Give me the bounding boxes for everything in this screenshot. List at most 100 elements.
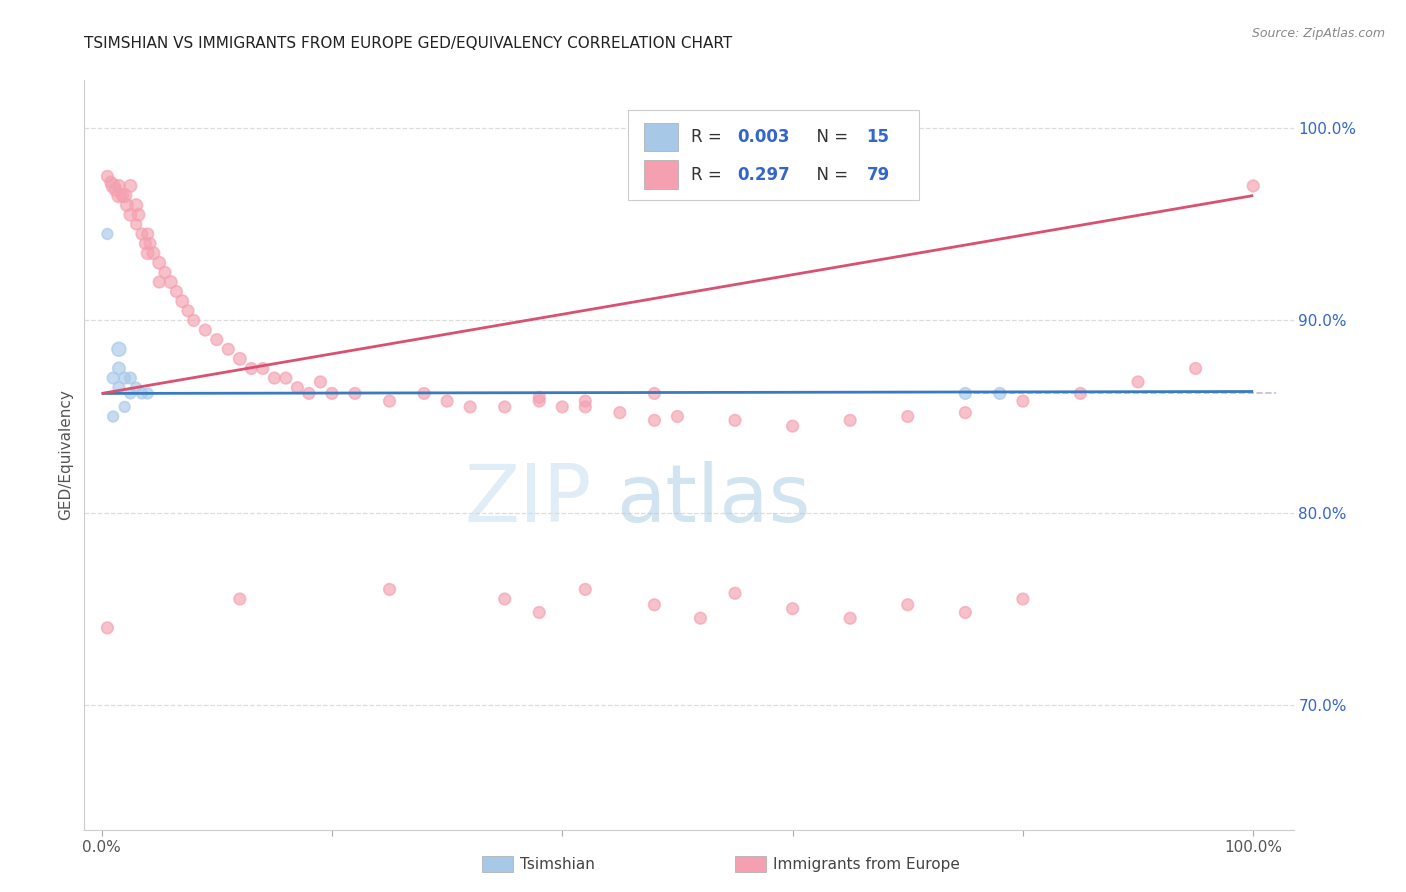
Point <box>309 375 332 389</box>
FancyBboxPatch shape <box>628 111 918 200</box>
Text: N =: N = <box>806 166 853 184</box>
Point <box>574 394 596 409</box>
Point <box>111 188 134 202</box>
Text: TSIMSHIAN VS IMMIGRANTS FROM EUROPE GED/EQUIVALENCY CORRELATION CHART: TSIMSHIAN VS IMMIGRANTS FROM EUROPE GED/… <box>84 36 733 51</box>
Point <box>125 198 148 212</box>
Point <box>782 419 804 434</box>
Point <box>1069 386 1091 401</box>
Point <box>609 406 631 420</box>
Point <box>988 386 1011 401</box>
Point <box>134 236 156 251</box>
Point <box>955 606 977 620</box>
Point <box>115 198 138 212</box>
Point <box>1012 394 1035 409</box>
Bar <box>644 161 678 189</box>
Point <box>897 598 920 612</box>
Point <box>955 406 977 420</box>
Point <box>139 236 162 251</box>
Point <box>724 413 747 427</box>
Point <box>120 386 142 401</box>
Text: 0.297: 0.297 <box>737 166 790 184</box>
Point <box>114 188 136 202</box>
Point <box>494 592 516 607</box>
Point <box>148 275 170 289</box>
Point <box>529 394 551 409</box>
Text: R =: R = <box>692 128 727 146</box>
Point <box>96 169 118 184</box>
Point <box>114 371 136 385</box>
Point <box>96 227 118 241</box>
Text: Source: ZipAtlas.com: Source: ZipAtlas.com <box>1251 27 1385 40</box>
Text: Tsimshian: Tsimshian <box>520 857 595 871</box>
Point <box>263 371 285 385</box>
Point <box>839 413 862 427</box>
Point <box>172 294 194 309</box>
Point <box>724 586 747 600</box>
Point <box>194 323 217 337</box>
Point <box>166 285 188 299</box>
Point <box>127 208 149 222</box>
Point <box>240 361 263 376</box>
Point <box>1184 361 1206 376</box>
Point <box>131 386 153 401</box>
Point <box>96 621 118 635</box>
Point <box>529 606 551 620</box>
Point <box>229 351 252 366</box>
Point <box>551 400 574 414</box>
Text: 79: 79 <box>866 166 890 184</box>
Point <box>136 246 159 260</box>
Text: Immigrants from Europe: Immigrants from Europe <box>773 857 960 871</box>
Point <box>229 592 252 607</box>
Point <box>458 400 481 414</box>
Point <box>108 343 131 357</box>
Point <box>177 303 200 318</box>
Text: ZIP: ZIP <box>465 461 592 539</box>
Point <box>101 178 124 193</box>
Point <box>839 611 862 625</box>
Point <box>136 227 159 241</box>
Point <box>125 381 148 395</box>
Point <box>120 208 142 222</box>
Point <box>108 361 131 376</box>
Point <box>494 400 516 414</box>
Point <box>153 265 176 279</box>
Point <box>183 313 205 327</box>
Point <box>104 183 127 197</box>
Point <box>120 178 142 193</box>
Point <box>217 343 239 357</box>
Point <box>1241 178 1264 193</box>
Point <box>120 371 142 385</box>
Text: 0.003: 0.003 <box>737 128 790 146</box>
Point <box>252 361 274 376</box>
Point <box>321 386 343 401</box>
Text: 15: 15 <box>866 128 890 146</box>
Point <box>643 386 665 401</box>
Point <box>100 175 122 189</box>
Point <box>529 390 551 404</box>
Point <box>1012 592 1035 607</box>
Point <box>108 381 131 395</box>
Point <box>159 275 181 289</box>
Point <box>136 386 159 401</box>
Point <box>101 409 124 424</box>
Text: R =: R = <box>692 166 727 184</box>
Bar <box>644 123 678 152</box>
Point <box>574 400 596 414</box>
Point <box>643 598 665 612</box>
Point <box>108 188 131 202</box>
Point <box>436 394 458 409</box>
Point <box>378 394 401 409</box>
Point <box>108 178 131 193</box>
Point <box>148 256 170 270</box>
Point <box>643 413 665 427</box>
Point <box>897 409 920 424</box>
Point <box>125 218 148 232</box>
Point <box>131 227 153 241</box>
Point <box>287 381 309 395</box>
Point <box>298 386 321 401</box>
Point <box>142 246 165 260</box>
Text: N =: N = <box>806 128 853 146</box>
Point <box>689 611 711 625</box>
Point <box>666 409 689 424</box>
Point <box>955 386 977 401</box>
